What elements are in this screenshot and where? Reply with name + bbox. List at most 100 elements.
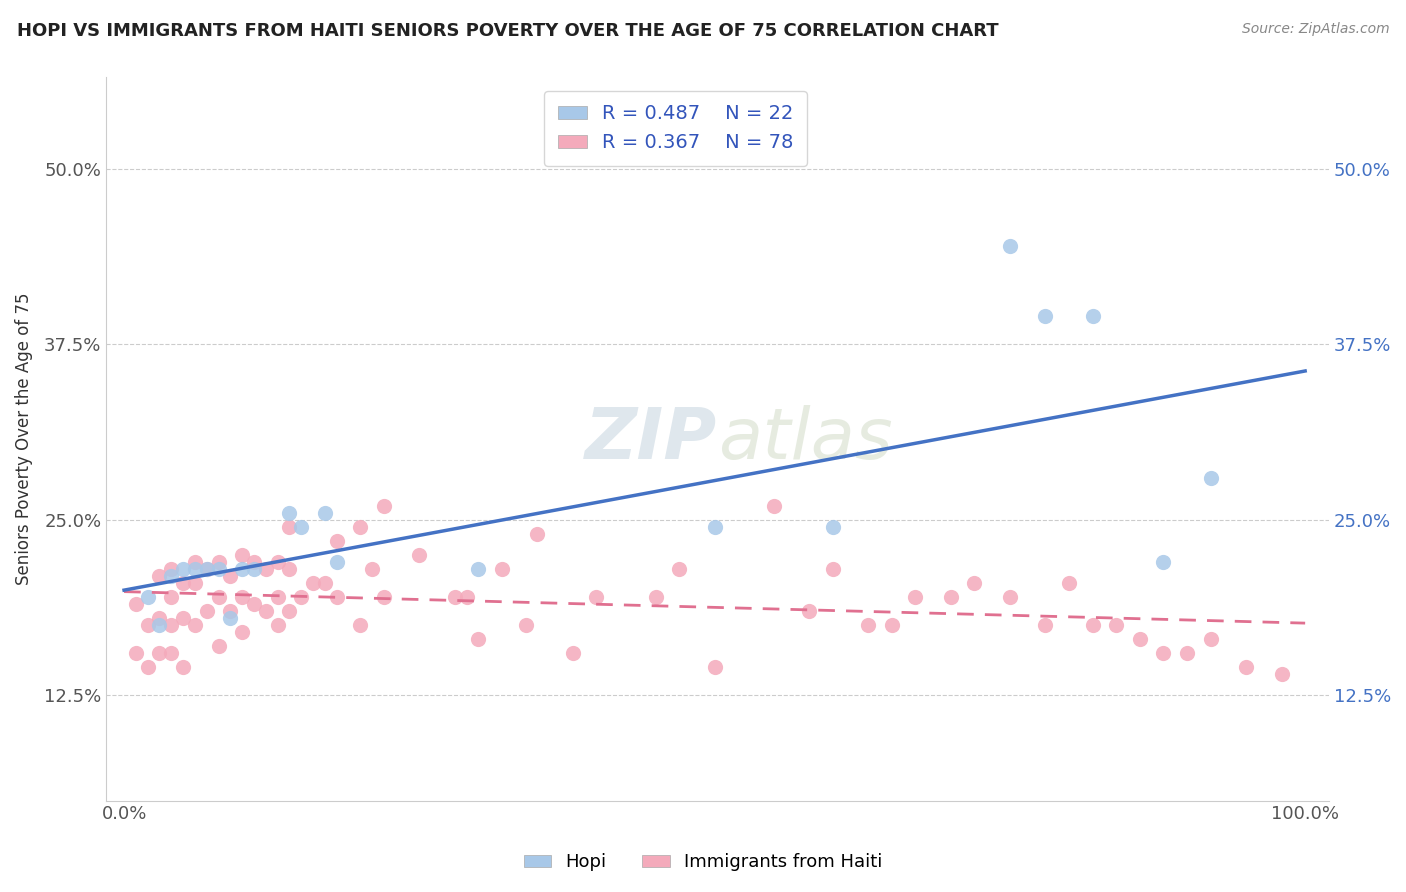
- Point: [349, 618, 371, 632]
- Point: [231, 625, 253, 640]
- Point: [243, 597, 266, 611]
- Point: [184, 555, 207, 569]
- Text: Source: ZipAtlas.com: Source: ZipAtlas.com: [1241, 22, 1389, 37]
- Point: [266, 555, 288, 569]
- Point: [1033, 309, 1056, 323]
- Point: [443, 590, 465, 604]
- Point: [373, 499, 395, 513]
- Point: [1175, 646, 1198, 660]
- Point: [1234, 660, 1257, 674]
- Point: [1057, 576, 1080, 591]
- Point: [904, 590, 927, 604]
- Text: atlas: atlas: [717, 405, 893, 474]
- Point: [207, 639, 229, 653]
- Point: [314, 576, 336, 591]
- Point: [254, 604, 277, 618]
- Point: [184, 576, 207, 591]
- Point: [278, 604, 301, 618]
- Point: [585, 590, 607, 604]
- Point: [266, 590, 288, 604]
- Point: [278, 520, 301, 534]
- Point: [148, 618, 170, 632]
- Point: [231, 590, 253, 604]
- Point: [1199, 632, 1222, 647]
- Point: [1199, 470, 1222, 484]
- Point: [515, 618, 537, 632]
- Point: [125, 597, 148, 611]
- Point: [456, 590, 478, 604]
- Point: [325, 533, 347, 548]
- Point: [231, 548, 253, 562]
- Point: [1270, 667, 1292, 681]
- Point: [207, 590, 229, 604]
- Point: [160, 646, 183, 660]
- Text: ZIP: ZIP: [585, 405, 717, 474]
- Point: [762, 499, 785, 513]
- Point: [644, 590, 666, 604]
- Point: [125, 646, 148, 660]
- Point: [1152, 646, 1174, 660]
- Point: [668, 562, 690, 576]
- Point: [254, 562, 277, 576]
- Point: [467, 562, 489, 576]
- Point: [349, 520, 371, 534]
- Point: [278, 562, 301, 576]
- Point: [526, 526, 548, 541]
- Point: [290, 520, 312, 534]
- Point: [207, 555, 229, 569]
- Point: [963, 576, 986, 591]
- Point: [325, 590, 347, 604]
- Point: [290, 590, 312, 604]
- Point: [302, 576, 325, 591]
- Point: [136, 660, 159, 674]
- Legend: Hopi, Immigrants from Haiti: Hopi, Immigrants from Haiti: [516, 847, 890, 879]
- Point: [172, 562, 194, 576]
- Point: [797, 604, 820, 618]
- Point: [184, 562, 207, 576]
- Point: [148, 611, 170, 625]
- Point: [148, 646, 170, 660]
- Point: [821, 562, 844, 576]
- Point: [219, 604, 242, 618]
- Point: [1129, 632, 1152, 647]
- Point: [136, 590, 159, 604]
- Point: [1033, 618, 1056, 632]
- Point: [219, 569, 242, 583]
- Point: [195, 562, 218, 576]
- Point: [160, 562, 183, 576]
- Point: [266, 618, 288, 632]
- Legend: R = 0.487    N = 22, R = 0.367    N = 78: R = 0.487 N = 22, R = 0.367 N = 78: [544, 91, 807, 166]
- Point: [408, 548, 430, 562]
- Point: [243, 562, 266, 576]
- Point: [939, 590, 962, 604]
- Point: [243, 555, 266, 569]
- Point: [361, 562, 384, 576]
- Point: [325, 555, 347, 569]
- Point: [172, 611, 194, 625]
- Point: [160, 590, 183, 604]
- Point: [998, 590, 1021, 604]
- Point: [231, 562, 253, 576]
- Point: [1081, 309, 1104, 323]
- Point: [195, 604, 218, 618]
- Point: [278, 506, 301, 520]
- Point: [219, 611, 242, 625]
- Point: [148, 569, 170, 583]
- Point: [314, 506, 336, 520]
- Point: [998, 239, 1021, 253]
- Point: [160, 618, 183, 632]
- Point: [1105, 618, 1128, 632]
- Point: [821, 520, 844, 534]
- Point: [136, 618, 159, 632]
- Point: [880, 618, 903, 632]
- Y-axis label: Seniors Poverty Over the Age of 75: Seniors Poverty Over the Age of 75: [15, 293, 32, 585]
- Point: [561, 646, 583, 660]
- Point: [373, 590, 395, 604]
- Point: [467, 632, 489, 647]
- Point: [160, 569, 183, 583]
- Point: [207, 562, 229, 576]
- Point: [703, 660, 725, 674]
- Point: [172, 660, 194, 674]
- Point: [1081, 618, 1104, 632]
- Point: [491, 562, 513, 576]
